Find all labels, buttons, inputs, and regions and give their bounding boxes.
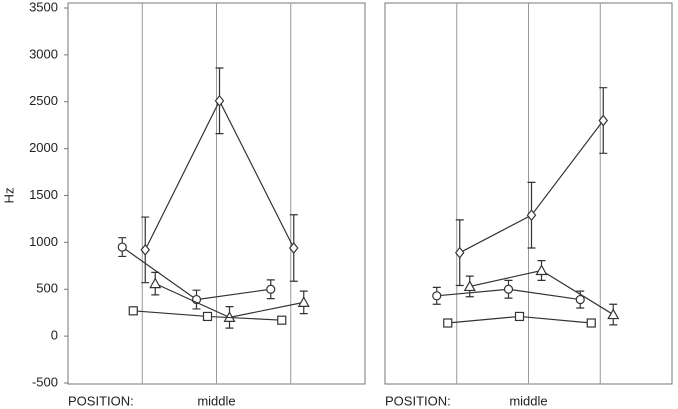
y-tick-label: 3000 (29, 46, 58, 61)
x-tick-label: middle (509, 393, 547, 408)
x-axis-label: POSITION: (385, 393, 451, 408)
marker (128, 306, 138, 316)
marker (598, 114, 609, 127)
marker (463, 280, 476, 292)
x-axis-label: POSITION: (68, 393, 134, 408)
marker (117, 242, 127, 252)
marker (526, 209, 537, 222)
marker (575, 294, 585, 305)
marker (454, 246, 465, 259)
y-tick-label: 2500 (29, 93, 58, 108)
marker (288, 242, 299, 254)
marker (266, 284, 276, 294)
y-axis-label: Hz (1, 188, 16, 204)
marker (297, 296, 310, 307)
y-tick-label: 0 (51, 328, 58, 343)
marker (202, 311, 213, 322)
y-tick-label: 1000 (29, 234, 58, 249)
y-tick-label: 2000 (29, 140, 58, 155)
marker (432, 291, 442, 301)
marker (607, 308, 620, 320)
marker (140, 243, 151, 256)
marker (514, 311, 525, 322)
y-tick-label: 500 (36, 281, 58, 296)
marker (586, 318, 596, 328)
y-tick-label: 1500 (29, 187, 58, 202)
marker (277, 315, 287, 325)
marker (535, 264, 548, 276)
marker (443, 318, 453, 328)
marker (149, 277, 162, 289)
x-tick-label: middle (197, 393, 235, 408)
y-tick-label: 3500 (29, 0, 58, 14)
marker (503, 284, 514, 294)
y-tick-label: -500 (32, 374, 58, 389)
marker (214, 94, 225, 107)
